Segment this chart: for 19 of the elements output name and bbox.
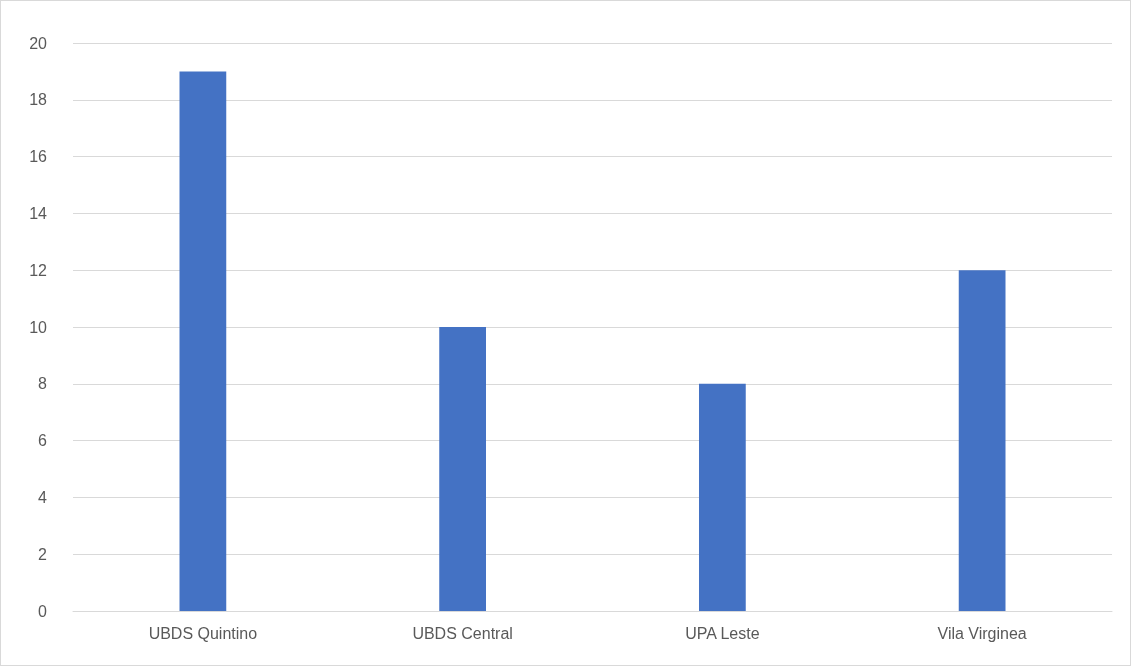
x-tick-label: UBDS Central bbox=[412, 624, 513, 642]
y-tick-label: 8 bbox=[38, 375, 48, 393]
y-tick-label: 12 bbox=[29, 261, 48, 279]
y-tick-label: 18 bbox=[29, 91, 48, 109]
y-tick-label: 2 bbox=[38, 545, 48, 563]
y-tick-label: 14 bbox=[29, 204, 48, 222]
y-tick-label: 16 bbox=[29, 148, 48, 166]
bar bbox=[439, 327, 486, 611]
y-tick-label: 20 bbox=[29, 34, 48, 52]
bar bbox=[699, 383, 746, 611]
y-tick-label: 10 bbox=[29, 318, 48, 336]
x-tick-label: Vila Virginea bbox=[937, 624, 1027, 642]
x-tick-label: UBDS Quintino bbox=[148, 624, 258, 642]
bar bbox=[179, 71, 227, 611]
y-tick-label: 6 bbox=[38, 432, 48, 450]
x-tick-label: UPA Leste bbox=[685, 624, 760, 642]
bar bbox=[958, 270, 1006, 611]
y-tick-label: 4 bbox=[38, 488, 48, 506]
y-tick-label: 0 bbox=[38, 602, 48, 620]
